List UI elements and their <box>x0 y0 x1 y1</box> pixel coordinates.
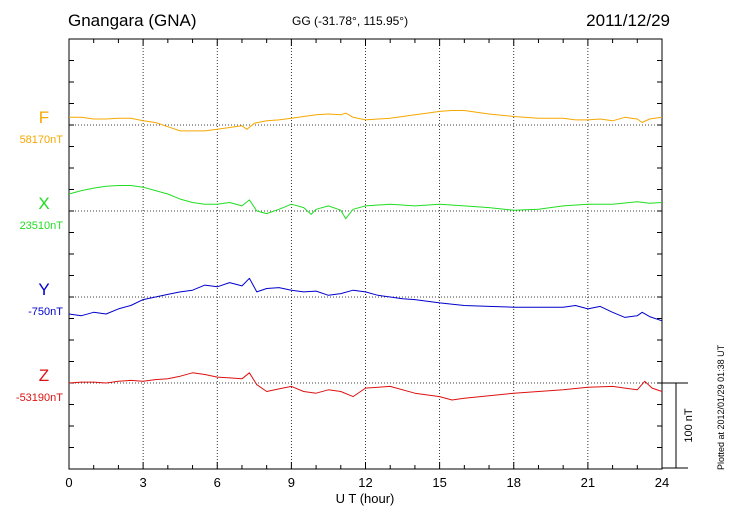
x-tick-label: 3 <box>140 475 147 490</box>
series-line-y <box>68 277 663 322</box>
plot-frame <box>68 38 663 470</box>
series-baseline-x: 23510nT <box>20 220 64 232</box>
x-tick-label: 0 <box>65 475 72 490</box>
coordinates-label: GG (-31.78°, 115.95°) <box>292 14 409 28</box>
x-axis-label: U T (hour) <box>335 491 395 506</box>
series-baseline-f: 58170nT <box>20 134 64 146</box>
series-name-x: X <box>38 194 49 213</box>
station-title: Gnangara (GNA) <box>68 11 197 30</box>
x-tick-label: 12 <box>358 475 372 490</box>
x-tick-label: 21 <box>581 475 595 490</box>
x-tick-label: 9 <box>288 475 295 490</box>
series-name-f: F <box>39 108 49 127</box>
series-line-f <box>69 110 663 132</box>
series-name-z: Z <box>39 366 49 385</box>
series-baseline-z: -53190nT <box>16 392 63 404</box>
x-tick-label: 18 <box>507 475 521 490</box>
series-name-y: Y <box>38 280 49 299</box>
series-line-x <box>68 185 663 220</box>
scale-bar-label: 100 nT <box>683 408 695 443</box>
series-line-z <box>68 372 663 401</box>
x-tick-label: 15 <box>432 475 446 490</box>
date-label: 2011/12/29 <box>586 11 670 30</box>
series-baseline-y: -750nT <box>28 306 63 318</box>
x-tick-label: 24 <box>655 475 669 490</box>
x-tick-label: 6 <box>214 475 221 490</box>
